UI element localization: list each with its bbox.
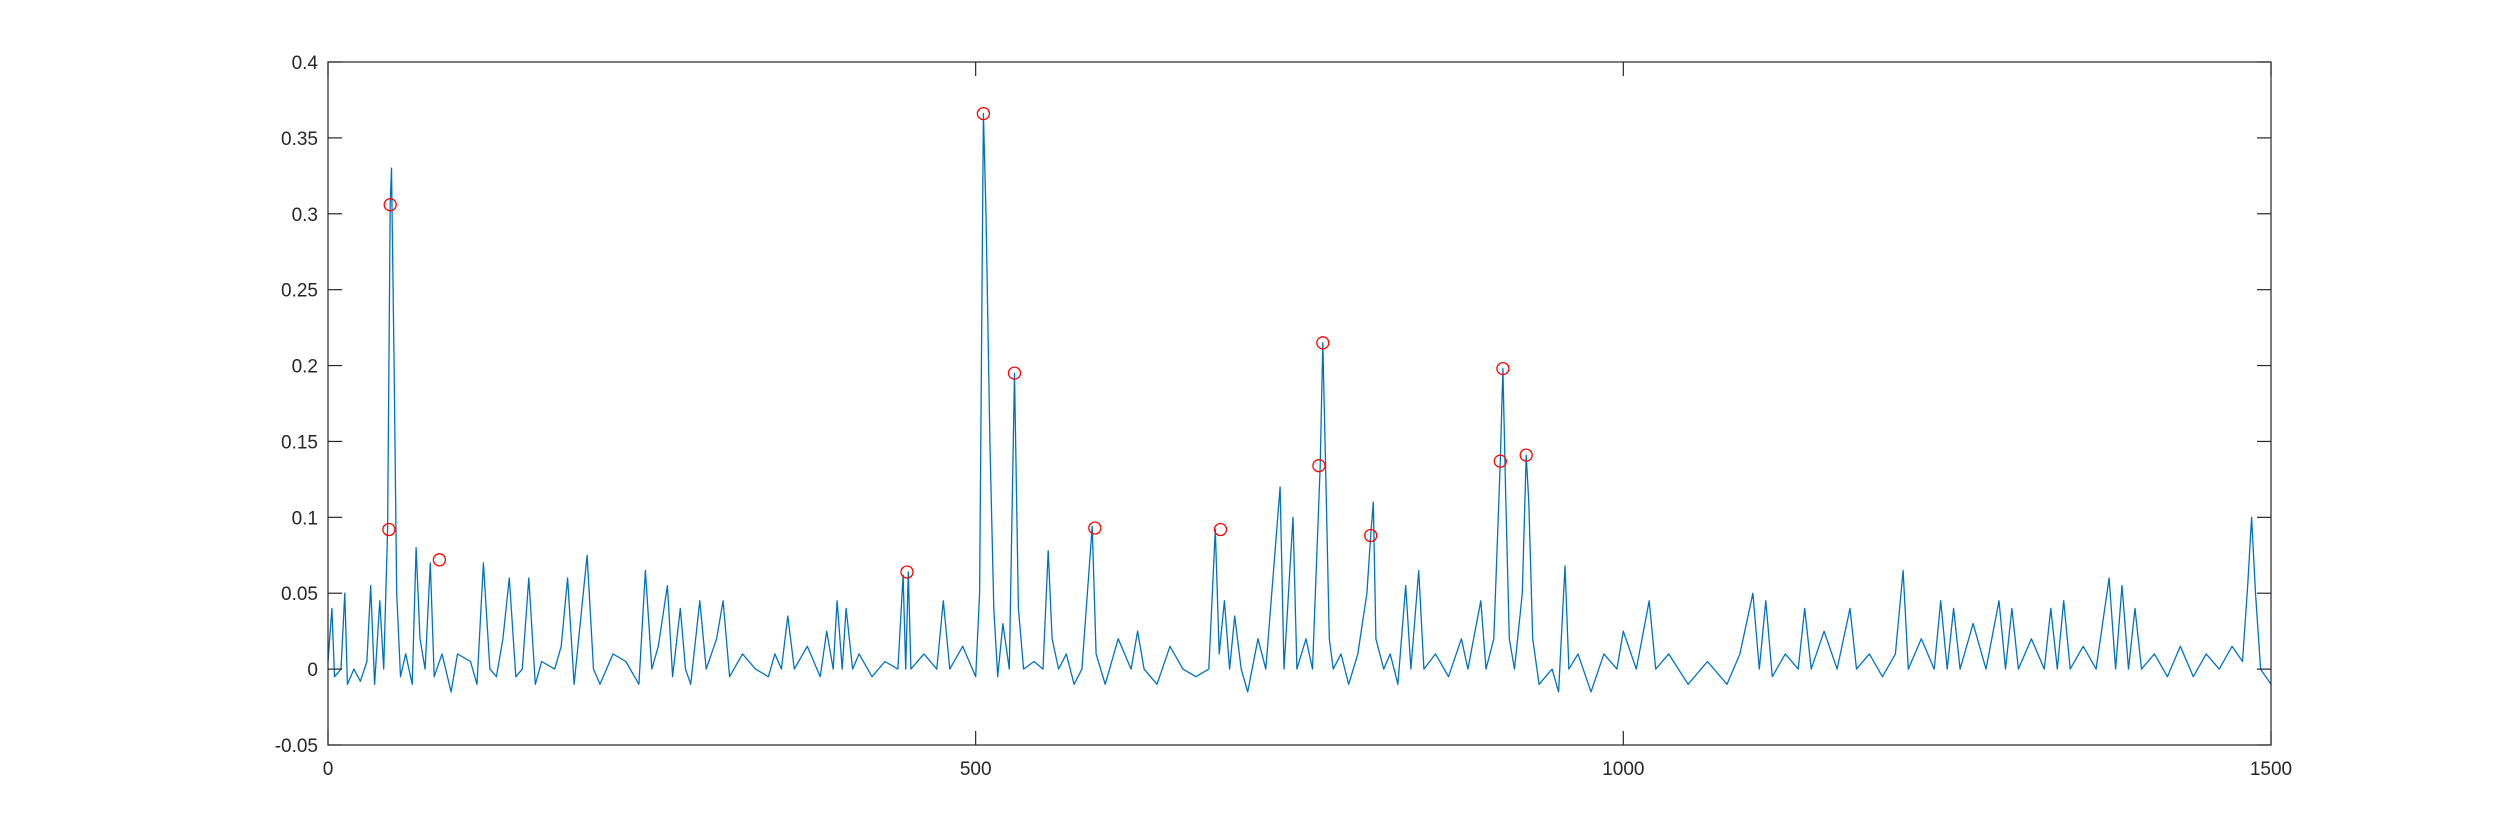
peak-marker (1312, 459, 1326, 473)
x-tick-label: 1000 (1602, 759, 1644, 780)
peak-marker (382, 522, 396, 537)
peak-markers (382, 106, 1533, 579)
series-layer (327, 112, 2272, 693)
series-line-0 (327, 112, 2272, 693)
peak-marker (383, 198, 397, 212)
y-tick-label: 0.35 (281, 129, 318, 150)
y-tick-label: 0.1 (292, 508, 318, 529)
peak-marker (1007, 366, 1022, 380)
y-tick-label: 0.15 (281, 432, 318, 453)
x-tick-label: 0 (323, 759, 334, 780)
y-tick-label: -0.05 (275, 736, 318, 757)
y-tick-label: 0 (307, 660, 318, 681)
x-axis: 0 500 1000 1500 (323, 62, 2292, 780)
peak-marker (432, 553, 447, 567)
axes-box (327, 61, 2272, 746)
y-tick-label: 0.25 (281, 281, 318, 302)
y-tick-label: 0.2 (292, 357, 318, 378)
peak-marker (1316, 336, 1330, 350)
plot-background (328, 62, 2271, 745)
y-tick-label: 0.4 (292, 53, 319, 74)
peak-marker (1213, 522, 1228, 537)
peak-marker (1088, 521, 1102, 535)
y-tick-label: 0.3 (292, 205, 318, 226)
peak-marker (900, 565, 914, 579)
y-tick-label: 0.05 (281, 584, 318, 605)
peak-marker (1496, 361, 1510, 376)
peak-marker (1493, 454, 1507, 468)
peak-marker (1364, 528, 1378, 543)
x-tick-label: 1500 (2250, 759, 2292, 780)
x-tick-label: 500 (960, 759, 992, 780)
peak-marker (1519, 448, 1533, 462)
peak-marker (976, 106, 991, 121)
y-axis: -0.05 0 0.05 0.1 0.15 0.2 0.25 0.3 0.35 0.4 (275, 53, 2271, 757)
